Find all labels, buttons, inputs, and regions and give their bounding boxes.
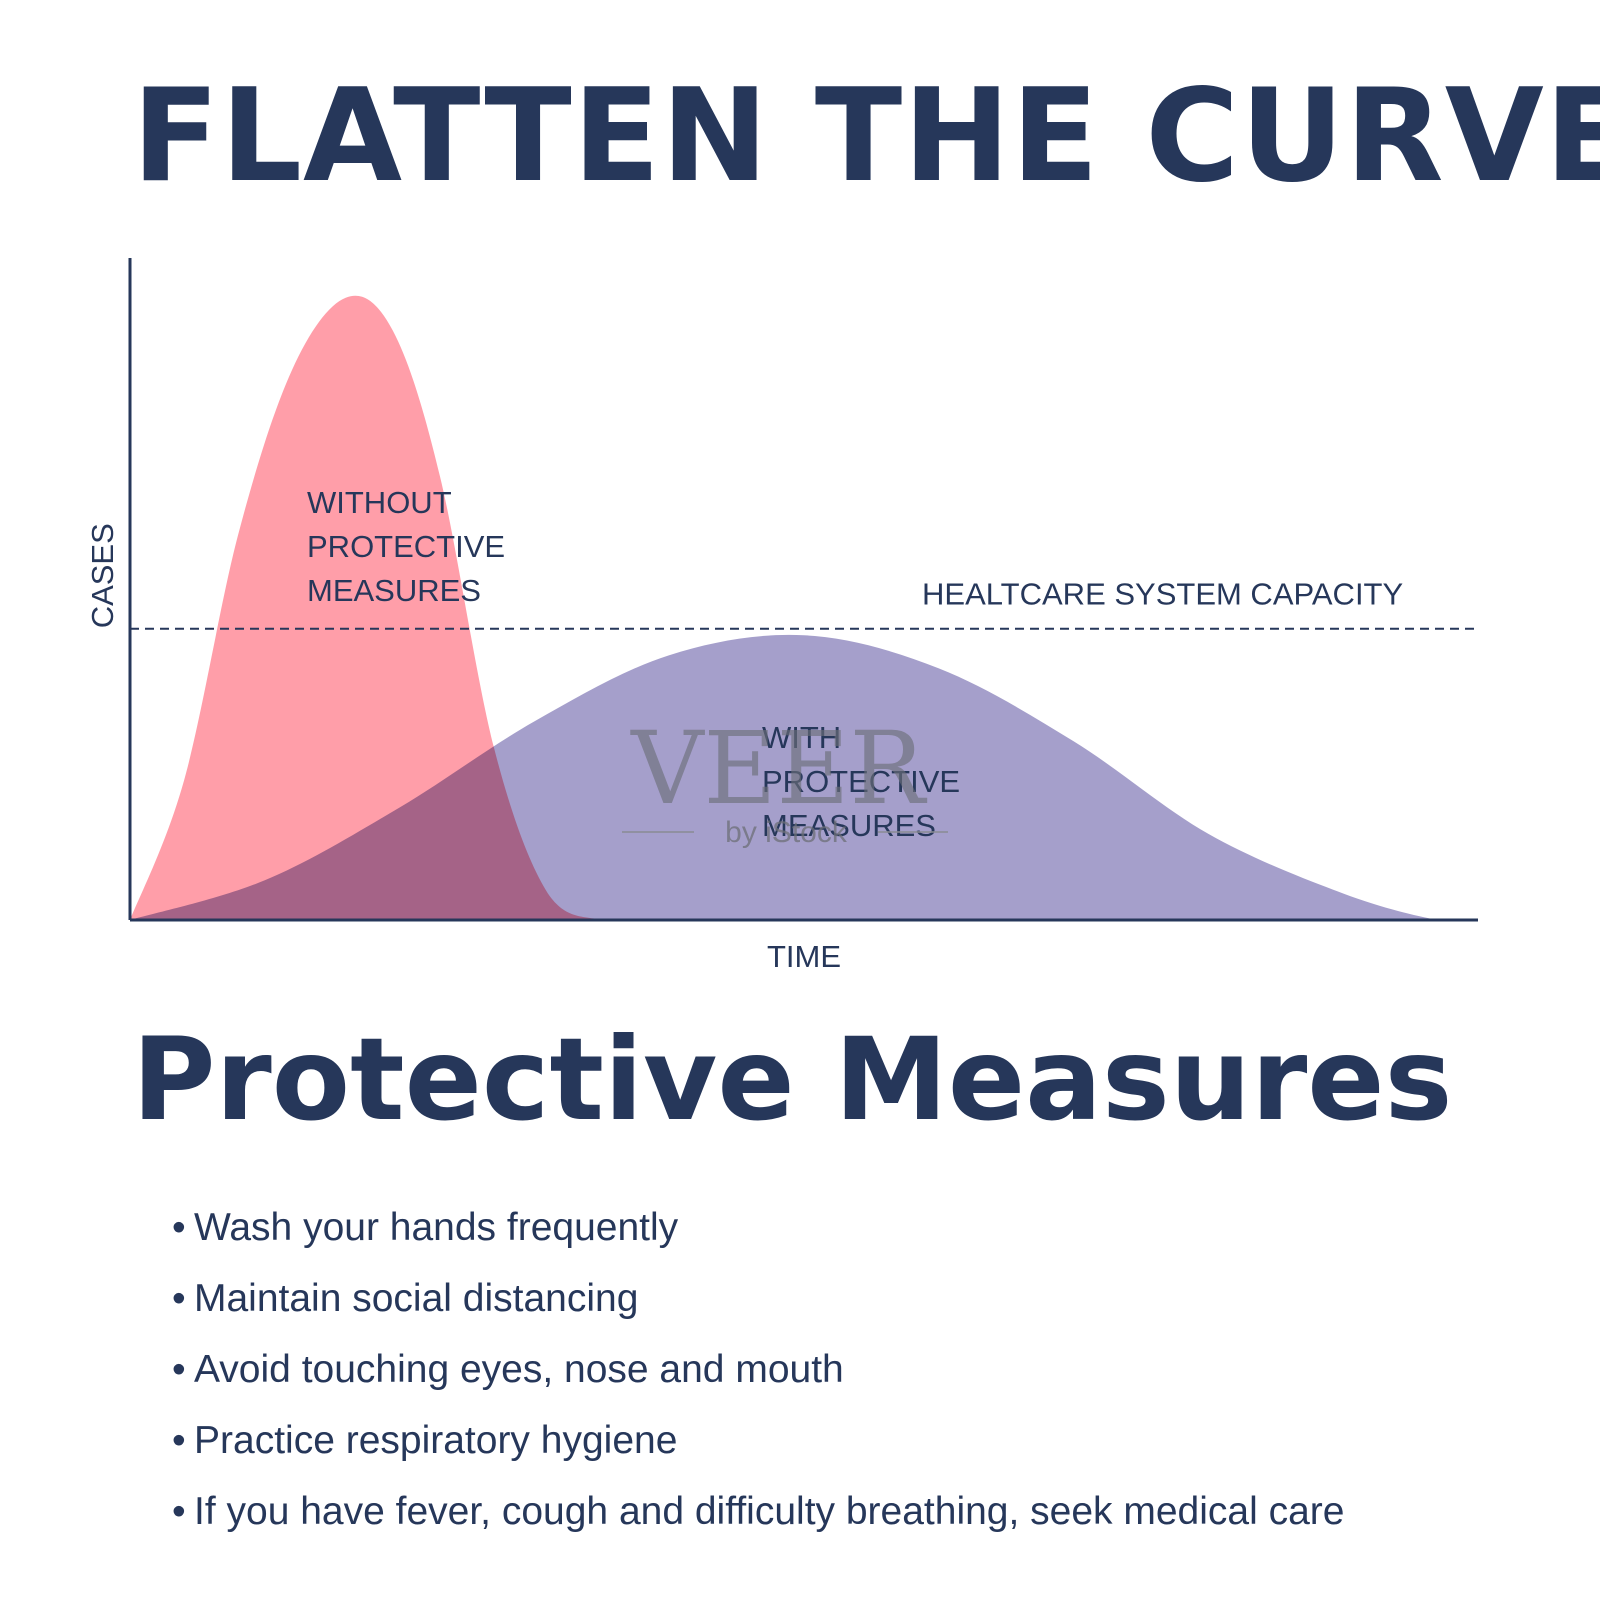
bullet-icon: • xyxy=(172,1277,186,1320)
bullet-icon: • xyxy=(172,1490,186,1533)
series-label-line: MEASURES xyxy=(307,573,481,608)
x-axis-label: TIME xyxy=(767,939,841,974)
without-measures-area xyxy=(130,295,1478,920)
chart-svg: HEALTCARE SYSTEM CAPACITY TIME CASES WIT… xyxy=(85,258,1478,974)
watermark-sub: by iStock xyxy=(725,816,848,849)
measure-text: Avoid touching eyes, nose and mouth xyxy=(194,1348,844,1391)
measure-item: • Avoid touching eyes, nose and mouth xyxy=(172,1334,1344,1405)
bullet-icon: • xyxy=(172,1348,186,1391)
measure-item: • Maintain social distancing xyxy=(172,1263,1344,1334)
with-measures-label: WITH PROTECTIVE MEASURES xyxy=(762,720,960,843)
flatten-curve-chart: HEALTCARE SYSTEM CAPACITY TIME CASES WIT… xyxy=(0,240,1600,1000)
measures-list: • Wash your hands frequently • Maintain soc… xyxy=(172,1192,1344,1547)
measure-item: • If you have fever, cough and difficulty… xyxy=(172,1476,1344,1547)
series-label-line: PROTECTIVE xyxy=(762,764,960,799)
measure-text: Wash your hands frequently xyxy=(194,1206,679,1249)
bullet-icon: • xyxy=(172,1206,186,1249)
with-measures-area xyxy=(130,634,1478,920)
measure-item: • Wash your hands frequently xyxy=(172,1192,1344,1263)
y-axis-label: CASES xyxy=(85,523,120,628)
without-measures-label: WITHOUT PROTECTIVE MEASURES xyxy=(307,485,505,608)
watermark-brand: VEER xyxy=(630,710,927,827)
page-title: FLATTEN THE CURVE xyxy=(132,62,1600,211)
section-title: Protective Measures xyxy=(132,1013,1453,1146)
measure-item: • Practice respiratory hygiene xyxy=(172,1405,1344,1476)
watermark: VEER by iStock xyxy=(622,710,948,849)
bullet-icon: • xyxy=(172,1419,186,1462)
measure-text: Practice respiratory hygiene xyxy=(194,1419,678,1462)
series-label-line: WITHOUT xyxy=(307,485,452,520)
measure-text: Maintain social distancing xyxy=(194,1277,639,1320)
measure-text: If you have fever, cough and difficulty … xyxy=(194,1490,1345,1533)
series-label-line: WITH xyxy=(762,720,841,755)
series-label-line: PROTECTIVE xyxy=(307,529,505,564)
capacity-label: HEALTCARE SYSTEM CAPACITY xyxy=(922,577,1403,612)
series-label-line: MEASURES xyxy=(762,808,936,843)
